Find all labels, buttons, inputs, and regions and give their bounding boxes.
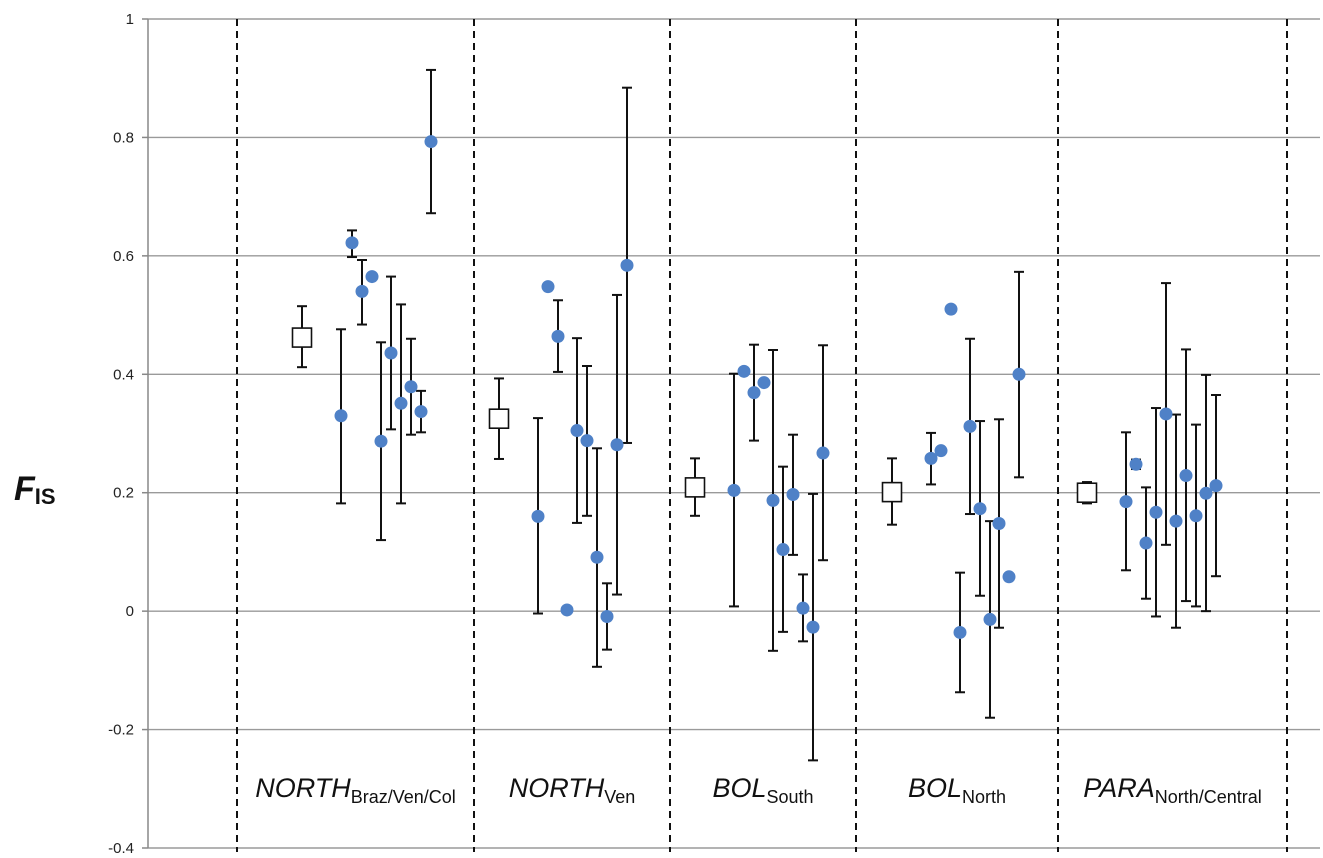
group-label-3-sub: North: [962, 787, 1006, 807]
group-1-mean-marker: [488, 408, 510, 429]
y-axis-title-sub: IS: [35, 484, 56, 509]
y-tick-label-0: 1: [126, 11, 134, 28]
group-label-3-main: BOL: [908, 773, 962, 803]
group-1-point-7: [600, 609, 614, 623]
group-1-point-8: [610, 438, 624, 452]
group-0-point-1: [345, 236, 359, 250]
group-4-point-0: [1119, 495, 1133, 509]
group-label-3: BOLNorth: [908, 773, 1006, 807]
group-4-point-3: [1149, 505, 1163, 519]
group-dividers: [236, 19, 1288, 852]
group-4-point-9: [1209, 479, 1223, 493]
group-4-point-5: [1169, 514, 1183, 528]
group-4-point-1: [1129, 457, 1143, 471]
group-4-mean-marker: [1076, 482, 1098, 504]
group-2-point-5: [776, 543, 790, 557]
group-3-point-9: [1012, 367, 1026, 381]
group-2-point-9: [816, 446, 830, 460]
y-axis-title-main: F: [14, 470, 36, 508]
group-label-4: PARANorth/Central: [1083, 773, 1262, 807]
group-3-point-1: [934, 444, 948, 458]
group-0-point-5: [384, 346, 398, 360]
group-0-point-7: [404, 380, 418, 394]
group-2-point-0: [727, 483, 741, 497]
group-label-4-main: PARA: [1083, 773, 1155, 803]
group-label-0-sub: Braz/Ven/Col: [351, 787, 456, 807]
group-0-point-8: [414, 405, 428, 419]
group-0-point-0: [334, 409, 348, 423]
group-3-point-3: [953, 625, 967, 639]
y-axis: 1 0.8 0.6 0.4 0.2 0 -0.2 -0.4: [108, 11, 149, 857]
group-1-point-3: [560, 603, 574, 617]
group-0-point-9: [424, 135, 438, 149]
y-tick-label-3: 0.4: [113, 366, 134, 383]
group-1-point-4: [570, 424, 584, 438]
group-3-point-2: [944, 302, 958, 316]
group-0-point-6: [394, 396, 408, 410]
group-label-1: NORTHVen: [509, 773, 636, 807]
group-3-mean-marker: [881, 481, 903, 503]
y-tick-label-5: 0: [126, 603, 134, 620]
group-3-point-5: [973, 502, 987, 516]
group-4-point-2: [1139, 536, 1153, 550]
data-points: [291, 135, 1223, 639]
group-4-point-4: [1159, 407, 1173, 421]
group-3-point-0: [924, 451, 938, 465]
group-0-point-4: [374, 434, 388, 448]
group-1-point-2: [551, 329, 565, 343]
group-label-2-sub: South: [766, 787, 813, 807]
group-1-point-9: [620, 258, 634, 272]
y-tick-label-6: -0.2: [108, 722, 134, 739]
group-label-0-main: NORTH: [255, 773, 351, 803]
group-4-point-8: [1199, 486, 1213, 500]
group-0-point-2: [355, 284, 369, 298]
group-1-point-0: [531, 509, 545, 523]
group-label-1-main: NORTH: [509, 773, 605, 803]
group-0-point-3: [365, 270, 379, 284]
y-axis-title: FIS: [14, 470, 56, 509]
group-3-point-7: [992, 517, 1006, 531]
group-4-point-7: [1189, 509, 1203, 523]
group-label-4-sub: North/Central: [1155, 787, 1262, 807]
group-1-point-5: [580, 434, 594, 448]
group-2-point-1: [737, 364, 751, 378]
y-tick-label-4: 0.2: [113, 485, 134, 502]
y-tick-label-1: 0.8: [113, 129, 134, 146]
group-2-point-8: [806, 620, 820, 634]
group-2-point-3: [757, 376, 771, 390]
group-4-point-6: [1179, 469, 1193, 483]
group-3-point-8: [1002, 570, 1016, 584]
group-1-point-6: [590, 550, 604, 564]
group-2-point-2: [747, 386, 761, 400]
group-2-point-7: [796, 601, 810, 615]
group-2-point-6: [786, 487, 800, 501]
group-3-point-4: [963, 419, 977, 433]
y-tick-label-7: -0.4: [108, 840, 134, 857]
group-3-point-6: [983, 612, 997, 626]
group-2-point-4: [766, 493, 780, 507]
group-labels: NORTHBraz/Ven/Col NORTHVen BOLSouth BOLNort…: [255, 773, 1262, 807]
error-bars: [297, 68, 1221, 762]
group-label-0: NORTHBraz/Ven/Col: [255, 773, 456, 807]
y-tick-label-2: 0.6: [113, 248, 134, 265]
group-label-2: BOLSouth: [712, 773, 813, 807]
group-label-1-sub: Ven: [604, 787, 635, 807]
group-0-mean-marker: [291, 327, 313, 348]
group-label-2-main: BOL: [712, 773, 766, 803]
group-1-point-1: [541, 280, 555, 294]
group-2-mean-marker: [684, 477, 706, 498]
